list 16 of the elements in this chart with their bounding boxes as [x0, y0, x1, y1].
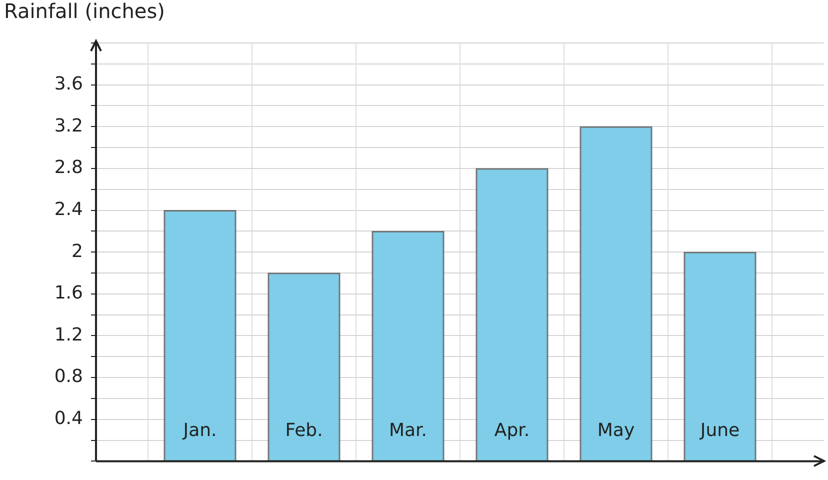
y-tick-label: 2.8	[54, 157, 83, 178]
x-tick-label: Apr.	[494, 420, 530, 441]
y-axis-title: Rainfall (inches)	[4, 0, 165, 24]
y-tick-label: 2	[72, 240, 83, 262]
y-tick-label: 2.4	[54, 198, 83, 220]
x-tick-label: Feb.	[285, 420, 323, 441]
y-tick-label: 3.6	[54, 73, 83, 94]
y-tick-label: 0.4	[54, 408, 83, 430]
x-tick-label: May	[597, 420, 635, 441]
y-tick-label: 1.2	[54, 324, 83, 346]
x-tick-label: June	[699, 420, 740, 441]
y-tick-label: 0.8	[54, 366, 83, 388]
x-tick-label: Mar.	[388, 420, 428, 441]
y-tick-label: 1.6	[54, 282, 83, 304]
x-tick-label: Jan.	[182, 420, 217, 441]
y-tick-label: 3.2	[54, 115, 83, 136]
